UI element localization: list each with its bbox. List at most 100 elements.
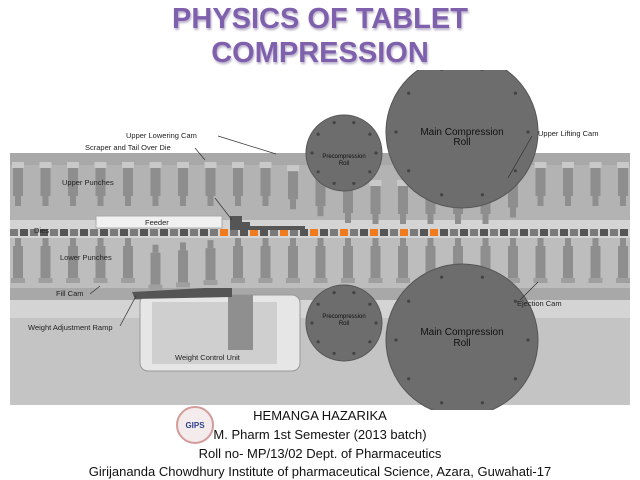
die	[10, 229, 18, 236]
fill-cam-label: Fill Cam	[56, 289, 84, 298]
die	[20, 229, 28, 236]
die	[420, 229, 428, 236]
lower-punch	[66, 238, 80, 283]
bolt	[513, 299, 517, 303]
upper-punch	[122, 162, 134, 206]
upper-punch	[589, 162, 602, 206]
die	[160, 229, 168, 236]
bolt	[513, 377, 517, 381]
bolt	[480, 70, 484, 71]
die	[400, 229, 408, 236]
weight-adjustment-ramp	[132, 288, 232, 299]
bolt	[407, 169, 411, 173]
roll-bolts	[310, 70, 530, 405]
bolt	[526, 338, 530, 342]
die	[240, 229, 248, 236]
bolt	[368, 132, 372, 136]
die	[70, 229, 78, 236]
lower-punch	[286, 238, 300, 283]
die	[130, 229, 138, 236]
bolt	[407, 377, 411, 381]
svg-text:Precompression: Precompression	[322, 314, 365, 320]
upper-punch	[177, 162, 189, 206]
lower-punch	[561, 238, 575, 283]
title-line-2: COMPRESSION	[211, 37, 429, 69]
scraper	[230, 216, 305, 230]
upper-punch	[617, 162, 629, 206]
die	[490, 229, 498, 236]
die	[360, 229, 368, 236]
die	[330, 229, 338, 236]
die	[30, 229, 38, 236]
ejection-cam-label: Ejection Cam	[517, 299, 562, 308]
die	[210, 229, 218, 236]
lower-punch	[258, 238, 273, 283]
die	[180, 229, 188, 236]
svg-text:Roll: Roll	[339, 321, 349, 327]
die	[290, 229, 298, 236]
die	[310, 229, 318, 236]
bolt	[440, 193, 444, 197]
lower-punch	[341, 238, 355, 283]
precompression-roll-bottom: Precompression Roll	[305, 284, 383, 362]
precompression-roll-top: Precompression Roll	[305, 114, 383, 192]
die	[50, 229, 58, 236]
bolt	[407, 91, 411, 95]
bolt	[368, 170, 372, 174]
weight-control-plunger	[228, 295, 253, 350]
lower-punches	[11, 238, 630, 290]
lower-punch	[148, 244, 163, 290]
die	[120, 229, 128, 236]
bolt	[480, 401, 484, 405]
die	[390, 229, 398, 236]
feeder	[95, 215, 223, 229]
upper-punches-label: Upper Punches	[62, 178, 114, 187]
die	[570, 229, 578, 236]
die	[500, 229, 508, 236]
upper-punch	[369, 180, 382, 224]
lower-punch	[588, 238, 603, 283]
bolt	[368, 302, 372, 306]
die	[460, 229, 468, 236]
die	[260, 229, 268, 236]
title-line-1: PHYSICS OF TABLET	[172, 3, 468, 35]
author-name: HEMANGA HAZARIKA	[253, 408, 387, 423]
bolt	[316, 132, 320, 136]
die	[450, 229, 458, 236]
bolt	[332, 351, 336, 356]
course-info: M. Pharm 1st Semester (2013 batch)	[213, 427, 427, 442]
lower-punch	[533, 238, 548, 283]
upper-lifting-cam-label: Upper Lifting Cam	[538, 129, 598, 138]
die	[580, 229, 588, 236]
die	[380, 229, 388, 236]
die	[540, 229, 548, 236]
die	[170, 229, 178, 236]
svg-text:Roll: Roll	[453, 137, 470, 148]
upper-punch	[204, 162, 217, 206]
die	[110, 229, 118, 236]
feeder-label: Feeder	[145, 218, 169, 227]
svg-text:Precompression: Precompression	[322, 154, 365, 160]
bolt	[310, 321, 314, 325]
svg-text:Main Compression: Main Compression	[420, 327, 503, 338]
lower-punch	[93, 238, 108, 283]
lower-punch	[396, 238, 410, 283]
upper-punch	[232, 162, 244, 206]
die	[220, 229, 228, 236]
bolt	[407, 299, 411, 303]
tablet-press-diagram: Feeder Weight Control Unit Main Compress…	[10, 70, 630, 410]
main-compression-roll-top: Main Compression Roll	[385, 70, 539, 209]
die	[200, 229, 208, 236]
die	[280, 229, 288, 236]
lower-punches-label: Lower Punches	[60, 253, 112, 262]
die	[350, 229, 358, 236]
die	[600, 229, 608, 236]
bolt	[480, 275, 484, 279]
die	[590, 229, 598, 236]
lower-punch	[368, 238, 383, 283]
upper-lowering-cam-label: Upper Lowering Cam	[126, 131, 197, 140]
bolt	[352, 290, 356, 295]
upper-punch	[259, 162, 272, 206]
bolt	[352, 181, 356, 186]
bolt	[394, 130, 398, 134]
